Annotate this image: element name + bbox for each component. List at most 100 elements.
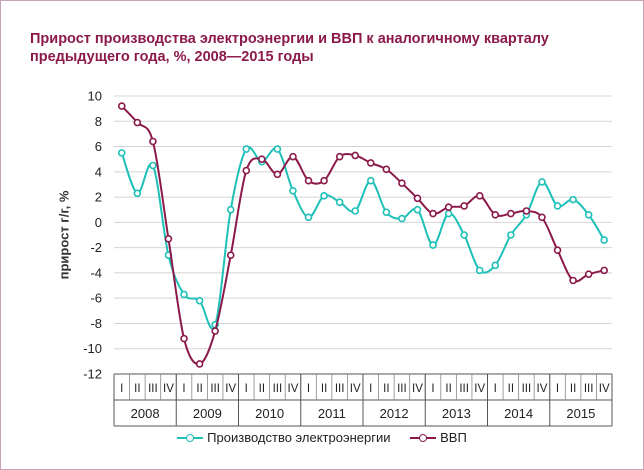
x-tick-quarter: II [321, 383, 327, 395]
y-tick-label: 4 [95, 164, 102, 179]
data-point-electricity [366, 176, 375, 185]
data-point-electricity [460, 231, 468, 239]
x-tick-quarter: IV [412, 383, 423, 395]
data-point-electricity [195, 296, 204, 305]
x-tick-year: 2013 [442, 406, 471, 421]
legend-item-gdp: ВВП [410, 430, 467, 445]
data-point-electricity [117, 149, 126, 157]
x-tick-quarter: III [210, 383, 220, 395]
x-tick-quarter: I [369, 383, 372, 395]
data-point-gdp [491, 210, 500, 219]
x-tick-quarter: I [494, 383, 497, 395]
data-point-gdp [444, 203, 453, 211]
data-point-electricity [475, 266, 484, 275]
data-point-gdp [398, 179, 406, 187]
y-tick-label: -8 [90, 316, 102, 331]
data-point-electricity [491, 261, 500, 270]
data-point-gdp [133, 118, 142, 127]
data-point-gdp [335, 152, 344, 161]
data-point-gdp [429, 209, 437, 218]
data-point-gdp [413, 194, 422, 203]
data-point-electricity [320, 192, 328, 200]
x-tick-quarter: IV [350, 383, 361, 395]
data-point-gdp [195, 360, 204, 368]
y-tick-label: -4 [90, 265, 102, 280]
data-point-gdp [242, 166, 251, 175]
chart-title: Прирост производства электроэнергии и ВВ… [30, 31, 549, 65]
data-point-electricity [444, 209, 453, 218]
x-tick-year: 2015 [566, 406, 595, 421]
x-tick-quarter: III [397, 383, 407, 395]
data-point-electricity [398, 214, 406, 223]
x-tick-quarter: II [134, 383, 140, 395]
x-tick-quarter: I [431, 383, 434, 395]
x-tick-year: 2011 [318, 406, 346, 421]
data-point-gdp [553, 246, 562, 254]
data-point-electricity [180, 290, 188, 299]
data-point-gdp [273, 170, 282, 179]
x-tick-year: 2012 [380, 406, 409, 421]
data-point-gdp [117, 102, 126, 110]
x-tick-quarter: IV [288, 383, 299, 395]
x-tick-quarter: III [522, 383, 532, 395]
x-tick-year: 2009 [193, 406, 222, 421]
data-point-gdp [600, 266, 609, 275]
y-tick-label: -2 [90, 240, 102, 255]
x-tick-quarter: I [307, 383, 310, 395]
data-point-gdp [507, 209, 515, 218]
data-point-gdp [211, 327, 219, 335]
x-tick-quarter: III [148, 383, 158, 395]
x-tick-quarter: I [120, 383, 123, 395]
x-tick-year: 2014 [504, 406, 533, 421]
x-tick-quarter: III [335, 383, 345, 395]
data-point-electricity [149, 161, 157, 170]
data-point-electricity [351, 207, 360, 215]
y-tick-label: 2 [95, 190, 102, 205]
y-tick-label: -10 [83, 341, 102, 356]
x-tick-year: 2008 [131, 406, 160, 421]
data-point-electricity [600, 236, 609, 244]
x-tick-quarter: II [508, 383, 514, 395]
series-line-electricity [120, 146, 606, 330]
data-point-electricity [382, 208, 391, 217]
y-tick-label: 0 [95, 215, 102, 230]
x-tick-quarter: I [556, 383, 559, 395]
data-point-gdp [475, 192, 484, 200]
data-point-electricity [507, 231, 515, 239]
data-point-electricity [304, 213, 313, 222]
data-point-gdp [366, 159, 375, 167]
data-point-gdp [304, 176, 313, 185]
data-point-electricity [569, 195, 577, 204]
x-tick-quarter: I [182, 383, 185, 395]
x-tick-quarter: II [196, 383, 202, 395]
legend-label-gdp: ВВП [440, 430, 467, 445]
data-point-gdp [569, 276, 577, 285]
x-tick-quarter: III [584, 383, 594, 395]
x-tick-quarter: III [459, 383, 469, 395]
y-tick-label: 6 [95, 139, 102, 154]
x-tick-quarter: I [245, 383, 248, 395]
data-point-gdp [351, 151, 360, 160]
data-point-gdp [382, 165, 391, 174]
data-point-gdp [289, 152, 297, 161]
x-tick-quarter: II [259, 383, 265, 395]
data-point-electricity [538, 178, 546, 186]
data-point-electricity [429, 241, 437, 249]
x-tick-quarter: III [273, 383, 283, 395]
legend-swatch-electricity [177, 433, 204, 443]
data-point-electricity [133, 189, 142, 198]
data-point-gdp [258, 155, 266, 163]
legend-item-electricity: Производство электроэнергии [177, 430, 391, 445]
data-point-gdp [180, 334, 188, 343]
data-point-electricity [226, 205, 235, 214]
x-tick-quarter: IV [163, 383, 174, 395]
data-point-gdp [149, 137, 157, 146]
series-line-gdp [121, 105, 605, 366]
data-point-gdp [538, 213, 546, 222]
legend: Производство электроэнергии ВВП [0, 430, 644, 446]
x-tick-quarter: IV [537, 383, 548, 395]
data-point-electricity [553, 202, 562, 210]
data-point-electricity [584, 210, 593, 219]
data-point-gdp [320, 176, 328, 185]
